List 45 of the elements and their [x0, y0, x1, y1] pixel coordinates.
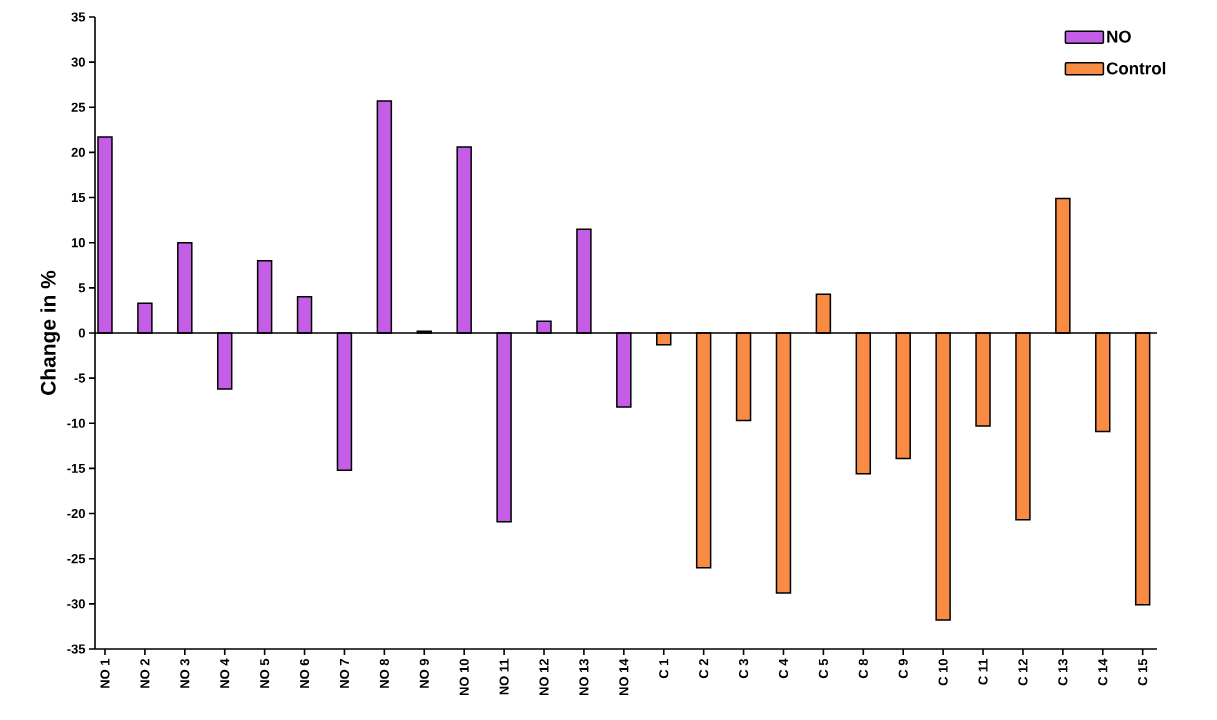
y-tick-label: 30 [71, 57, 85, 67]
y-tick-label: -20 [67, 508, 85, 519]
y-axis-title: Change in % [40, 270, 60, 395]
y-tick-label: -5 [74, 373, 86, 383]
x-tick-label: NO 13 [579, 658, 589, 696]
y-tick-label: 25 [71, 102, 86, 112]
y-tick-label: 20 [71, 147, 85, 157]
y-tick-label: 5 [78, 283, 86, 293]
x-tick-label: C 5 [818, 658, 828, 679]
x-tick-label: C 11 [978, 658, 988, 685]
x-tick-label: C 12 [1018, 659, 1028, 686]
x-tick-label: NO 10 [459, 659, 469, 696]
x-tick-label: NO 4 [220, 658, 230, 688]
x-tick-label: C 15 [1138, 658, 1148, 686]
x-tick-label: NO 5 [260, 658, 270, 688]
legend-label: Control [1106, 61, 1166, 75]
y-tick-label: -30 [67, 599, 85, 609]
x-tick-label: C 4 [778, 658, 789, 679]
x-tick-label: NO 9 [419, 659, 429, 688]
x-tick-label: C 14 [1098, 658, 1108, 686]
y-tick-label: -15 [67, 463, 86, 473]
y-tick-label: 0 [78, 328, 85, 338]
y-tick-label: -25 [67, 554, 86, 564]
x-tick-label: C 13 [1058, 658, 1068, 686]
x-tick-label: NO 6 [299, 658, 310, 688]
x-tick-label: NO 11 [499, 658, 509, 695]
y-tick-label: -35 [67, 644, 86, 654]
x-tick-label: C 1 [659, 658, 669, 679]
x-tick-label: C 8 [858, 658, 868, 679]
x-tick-label: NO 3 [180, 658, 190, 688]
y-tick-label: 15 [71, 193, 86, 203]
y-tick-label: 35 [71, 12, 86, 22]
x-tick-label: NO 8 [379, 658, 389, 688]
x-tick-label: C 3 [738, 658, 749, 679]
x-tick-label: NO 14 [619, 658, 629, 696]
x-tick-label: NO 12 [539, 659, 549, 696]
x-tick-label: NO 7 [339, 659, 350, 688]
x-tick-label: NO 1 [100, 658, 110, 688]
x-tick-label: C 9 [898, 659, 908, 679]
y-tick-label: 10 [71, 238, 85, 248]
x-tick-label: C 10 [938, 659, 948, 686]
legend-label: NO [1107, 30, 1131, 43]
y-tick-label: -10 [67, 418, 85, 428]
x-tick-label: C 2 [699, 659, 709, 679]
x-tick-label: NO 2 [140, 659, 150, 688]
